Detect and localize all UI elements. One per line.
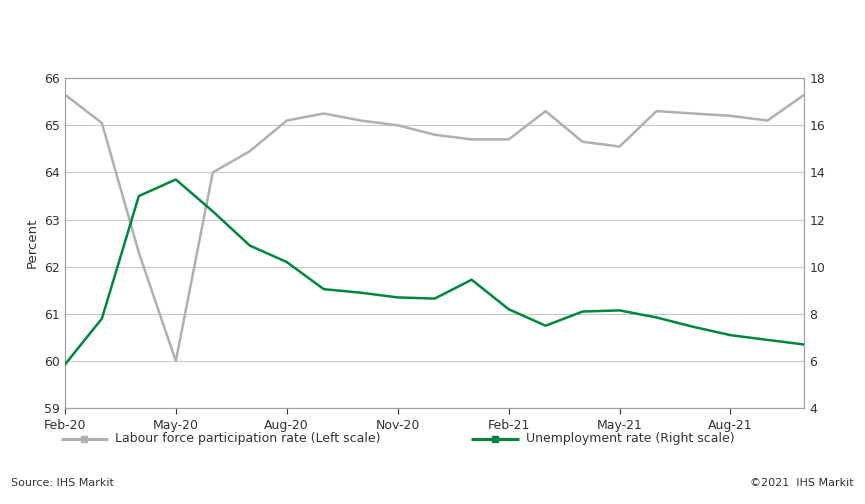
Text: Not all labour market indicators are back: Not all labour market indicators are bac… — [11, 30, 414, 47]
Text: Unemployment rate (Right scale): Unemployment rate (Right scale) — [526, 432, 734, 446]
Text: Labour force participation rate (Left scale): Labour force participation rate (Left sc… — [115, 432, 381, 446]
Y-axis label: Percent: Percent — [26, 218, 39, 268]
Text: ©2021  IHS Markit: ©2021 IHS Markit — [750, 478, 854, 488]
Text: Source: IHS Markit: Source: IHS Markit — [11, 478, 114, 488]
